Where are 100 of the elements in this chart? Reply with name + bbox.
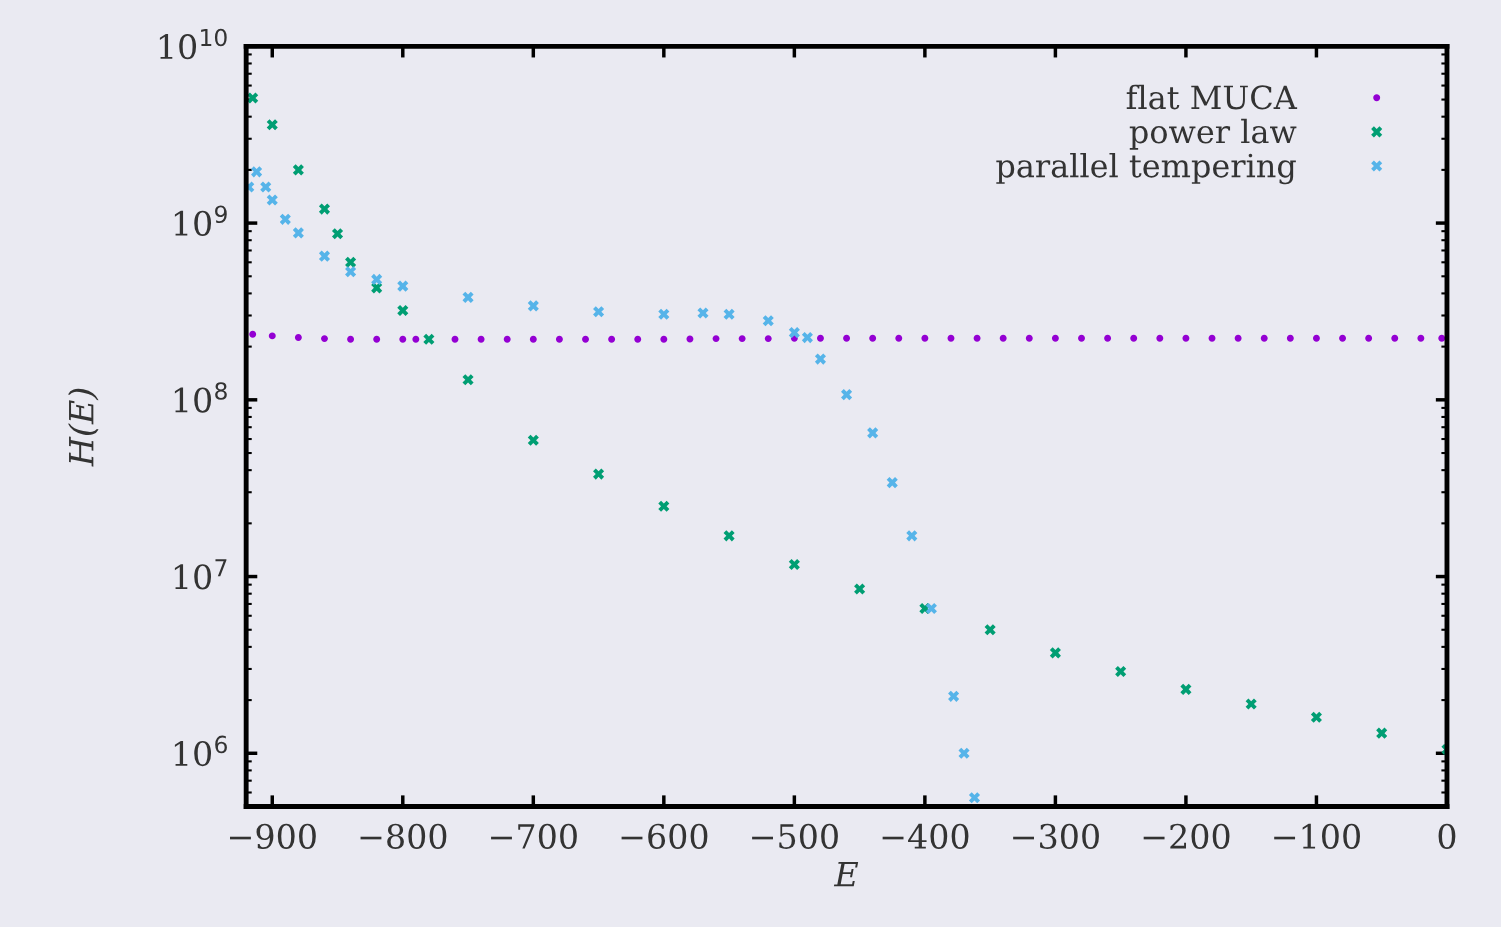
- point: [906, 530, 918, 542]
- point: [660, 335, 668, 343]
- point: [582, 335, 589, 343]
- legend-label: flat MUCA: [1126, 84, 1298, 110]
- y-tick-label: 10$^{9}$: [174, 205, 227, 236]
- point: [318, 250, 331, 262]
- point: [1051, 334, 1059, 342]
- y-tick-label: 10$^{10}$: [159, 28, 227, 60]
- point: [658, 308, 670, 320]
- point: [764, 335, 772, 343]
- x-tick-label: −800: [360, 823, 447, 849]
- y-axis-title: H(E): [68, 388, 99, 467]
- point: [555, 335, 563, 343]
- point: [958, 747, 970, 759]
- point: [399, 335, 407, 343]
- x-tick-label: −400: [882, 823, 969, 849]
- x-tick-label: −300: [1013, 823, 1099, 849]
- point: [973, 334, 981, 342]
- point: [423, 333, 435, 345]
- point: [762, 315, 774, 327]
- point: [841, 389, 853, 401]
- y-tick-label: 10$^{8}$: [174, 382, 227, 413]
- x-tick-label: −600: [621, 823, 708, 849]
- point: [345, 256, 357, 268]
- point: [331, 228, 344, 240]
- x-tick-label: −100: [1274, 823, 1360, 849]
- point: [608, 335, 616, 343]
- point: [1260, 334, 1268, 342]
- point: [1365, 334, 1373, 342]
- point: [260, 181, 272, 193]
- legend-label: parallel tempering: [996, 152, 1296, 185]
- point: [658, 500, 670, 512]
- point: [1312, 334, 1320, 342]
- point: [895, 334, 903, 342]
- point: [371, 273, 383, 285]
- point: [738, 335, 746, 343]
- point: [788, 327, 800, 339]
- point: [921, 334, 929, 342]
- point: [294, 334, 302, 342]
- point: [968, 792, 981, 804]
- point: [634, 335, 642, 343]
- point: [999, 334, 1007, 342]
- y-tick-label: 10$^{6}$: [174, 735, 227, 767]
- legend-label: power law: [1129, 118, 1297, 150]
- point: [801, 332, 813, 344]
- point: [1339, 334, 1347, 342]
- point: [867, 427, 879, 439]
- point: [268, 332, 276, 340]
- point: [854, 583, 866, 595]
- point: [816, 334, 824, 342]
- point: [292, 227, 304, 239]
- point: [1078, 334, 1085, 342]
- point: [1391, 334, 1399, 342]
- x-tick-label: −900: [230, 823, 316, 849]
- point: [947, 334, 955, 342]
- point: [1286, 334, 1294, 342]
- x-tick-label: −500: [752, 823, 838, 849]
- point: [266, 194, 278, 206]
- point: [247, 92, 259, 104]
- point: [697, 307, 709, 319]
- point: [1115, 666, 1127, 678]
- point: [814, 353, 827, 365]
- point: [593, 306, 605, 318]
- point: [843, 334, 851, 342]
- point: [712, 335, 720, 343]
- point: [925, 602, 937, 614]
- point: [1208, 334, 1216, 342]
- point: [397, 280, 409, 292]
- point: [1234, 334, 1242, 342]
- point: [462, 374, 474, 386]
- point: [1025, 334, 1033, 342]
- point: [412, 335, 420, 343]
- point: [345, 266, 357, 278]
- point: [321, 335, 328, 343]
- point: [1438, 334, 1446, 342]
- point: [503, 335, 511, 343]
- point: [593, 468, 605, 480]
- y-tick-label: 10$^{7}$: [174, 559, 227, 590]
- point: [1310, 711, 1322, 723]
- point: [984, 624, 996, 636]
- point: [723, 308, 735, 320]
- point: [1049, 647, 1061, 659]
- point: [1156, 334, 1164, 342]
- x-tick-label: −700: [491, 823, 577, 849]
- point: [723, 530, 735, 542]
- point: [1182, 334, 1190, 342]
- point: [529, 335, 537, 343]
- point: [869, 334, 877, 342]
- point: [451, 335, 459, 343]
- point: [527, 434, 539, 446]
- point: [1104, 334, 1112, 342]
- point: [1417, 334, 1425, 342]
- point: [477, 335, 485, 343]
- point: [397, 304, 409, 317]
- point: [462, 291, 474, 303]
- point: [266, 119, 278, 131]
- x-axis-title: E: [833, 862, 859, 887]
- point: [251, 166, 263, 178]
- point: [279, 213, 291, 225]
- point: [948, 690, 960, 702]
